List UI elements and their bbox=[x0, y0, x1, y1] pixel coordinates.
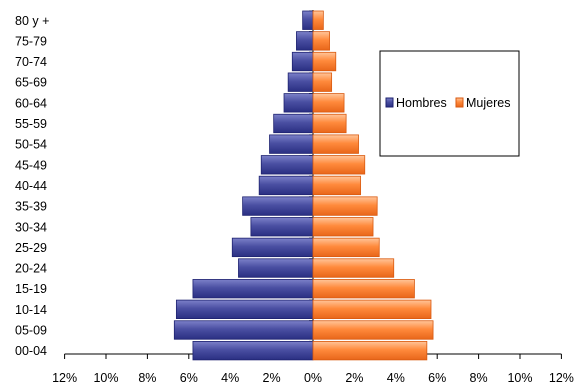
x-tick-label: 10% bbox=[507, 371, 532, 385]
bar-hombres bbox=[287, 72, 314, 92]
bar-hombres bbox=[175, 299, 314, 320]
x-tick-label: 6% bbox=[428, 371, 446, 385]
bar-mujeres bbox=[312, 10, 324, 30]
bar-hombres bbox=[250, 217, 314, 237]
category-label: 55-59 bbox=[15, 117, 47, 131]
category-label: 35-39 bbox=[15, 200, 47, 214]
bar-hombres bbox=[258, 175, 314, 196]
bar-hombres bbox=[238, 258, 314, 278]
legend-label-hombres: Hombres bbox=[396, 96, 447, 110]
bar-mujeres bbox=[312, 155, 366, 175]
category-label: 30-34 bbox=[15, 220, 47, 234]
bar-hombres bbox=[173, 320, 314, 340]
category-label: 00-04 bbox=[15, 344, 47, 358]
bar-hombres bbox=[192, 279, 314, 299]
x-tick-label: 8% bbox=[470, 371, 488, 385]
bar-hombres bbox=[231, 237, 314, 258]
category-label: 50-54 bbox=[15, 138, 47, 152]
bar-mujeres bbox=[312, 134, 359, 154]
bar-mujeres bbox=[312, 258, 395, 278]
bar-hombres bbox=[273, 113, 314, 134]
category-label: 20-24 bbox=[15, 262, 47, 276]
category-axis: 80 y + 75-79 70-74 65-69 60-64 55-59 50-54 45-4… bbox=[15, 10, 314, 358]
bar-hombres bbox=[291, 51, 314, 72]
x-tick-label: 10% bbox=[93, 371, 118, 385]
bar-mujeres bbox=[312, 175, 362, 196]
x-tick-label: 6% bbox=[180, 371, 198, 385]
bar-mujeres bbox=[312, 31, 330, 51]
category-label: 65-69 bbox=[15, 76, 47, 90]
legend-label-mujeres: Mujeres bbox=[466, 96, 510, 110]
x-tick-label: 4% bbox=[221, 371, 239, 385]
category-label: 05-09 bbox=[15, 324, 47, 338]
category-label: 10-14 bbox=[15, 303, 47, 317]
bar-hombres bbox=[283, 93, 314, 113]
category-label: 80 y + bbox=[15, 14, 49, 28]
x-tick-label: 0% bbox=[304, 371, 322, 385]
x-tick-label: 12% bbox=[549, 371, 574, 385]
bar-mujeres bbox=[312, 51, 337, 72]
bar-mujeres bbox=[312, 113, 347, 134]
x-tick-label: 4% bbox=[387, 371, 405, 385]
bar-hombres bbox=[242, 196, 314, 216]
x-tick-label: 2% bbox=[345, 371, 363, 385]
legend-swatch-hombres bbox=[385, 97, 394, 108]
bar-mujeres bbox=[312, 279, 415, 299]
bar-hombres bbox=[260, 155, 314, 175]
x-tick-label: 12% bbox=[52, 371, 77, 385]
x-tick-label: 8% bbox=[138, 371, 156, 385]
bar-mujeres bbox=[312, 299, 432, 320]
category-label: 75-79 bbox=[15, 34, 47, 48]
legend-swatch-mujeres bbox=[455, 97, 464, 108]
bar-mujeres bbox=[312, 72, 333, 92]
bar-mujeres bbox=[312, 237, 380, 258]
category-label: 70-74 bbox=[15, 55, 47, 69]
category-label: 60-64 bbox=[15, 96, 47, 110]
bar-mujeres bbox=[312, 196, 378, 216]
category-label: 40-44 bbox=[15, 179, 47, 193]
category-label: 25-29 bbox=[15, 241, 47, 255]
bar-hombres bbox=[269, 134, 314, 154]
legend-box bbox=[379, 50, 520, 157]
category-label: 45-49 bbox=[15, 158, 47, 172]
category-label: 15-19 bbox=[15, 282, 47, 296]
bar-mujeres bbox=[312, 340, 428, 361]
bar-mujeres bbox=[312, 320, 434, 340]
bar-hombres bbox=[302, 10, 314, 30]
x-tick-label: 2% bbox=[263, 371, 281, 385]
legend: Hombres Mujeres bbox=[379, 50, 520, 157]
bar-mujeres bbox=[312, 217, 374, 237]
bar-mujeres bbox=[312, 93, 345, 113]
bar-hombres bbox=[192, 340, 314, 361]
bar-hombres bbox=[296, 31, 314, 51]
bars bbox=[173, 10, 434, 361]
